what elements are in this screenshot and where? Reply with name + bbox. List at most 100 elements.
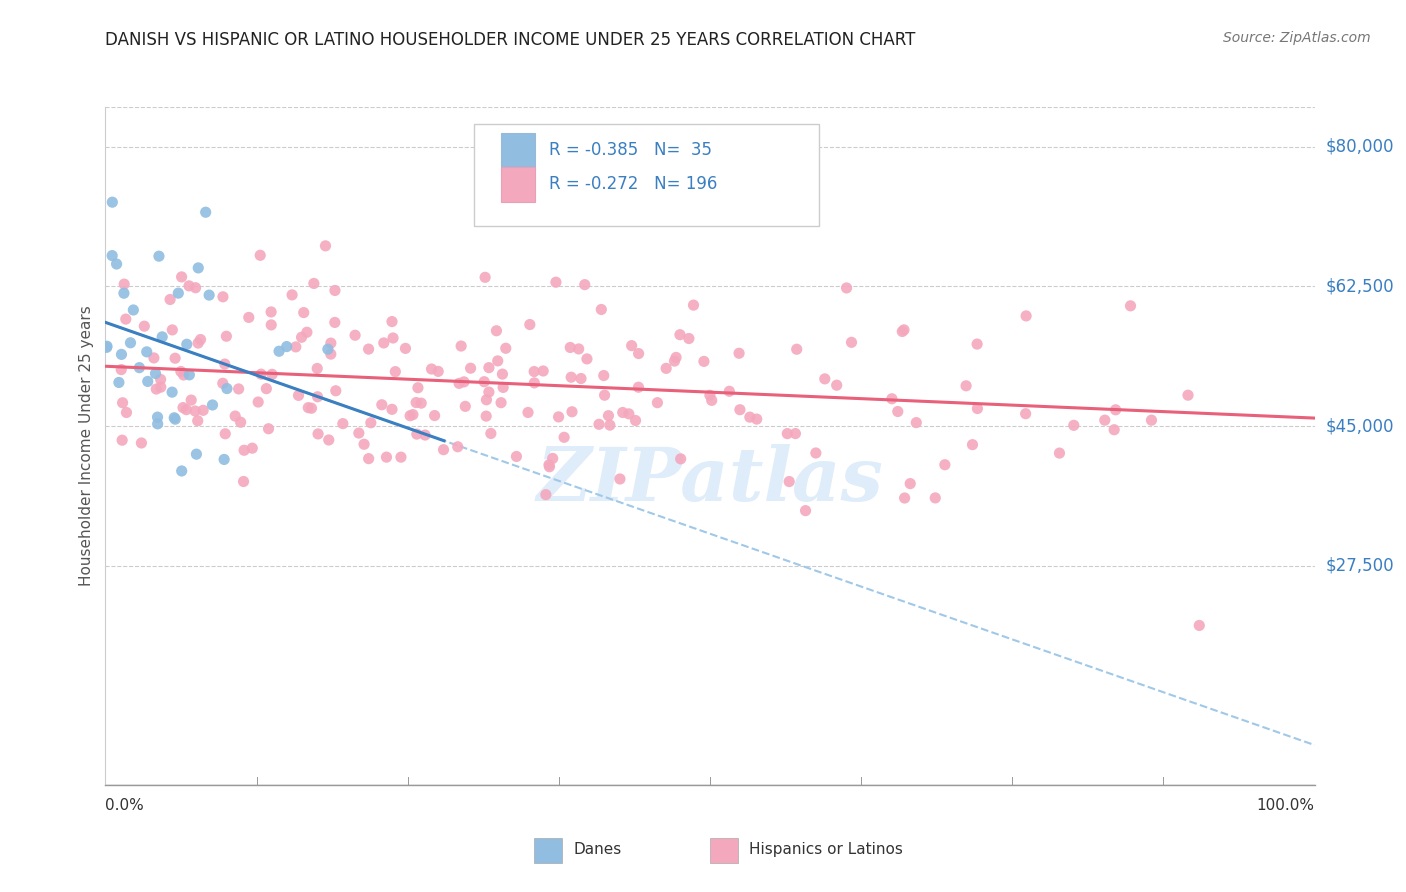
Point	[149, 372, 172, 386]
Point	[238, 310, 260, 325]
Point	[323, 284, 346, 298]
Point	[841, 335, 863, 350]
Point	[122, 302, 145, 317]
Point	[534, 488, 557, 502]
Point	[381, 402, 404, 417]
Point	[184, 281, 207, 295]
Point	[114, 312, 136, 326]
Text: Source: ZipAtlas.com: Source: ZipAtlas.com	[1223, 31, 1371, 45]
Point	[537, 458, 560, 472]
Point	[344, 328, 367, 343]
Point	[167, 286, 190, 301]
Point	[599, 418, 621, 433]
Point	[880, 392, 903, 406]
Point	[492, 380, 515, 394]
Point	[517, 405, 540, 419]
Point	[165, 351, 187, 366]
Point	[1140, 413, 1163, 427]
Point	[460, 361, 482, 376]
Point	[249, 248, 271, 262]
Point	[115, 405, 138, 419]
Point	[287, 388, 309, 402]
Point	[233, 443, 256, 458]
Point	[682, 298, 704, 312]
Point	[898, 476, 921, 491]
Point	[453, 375, 475, 389]
Point	[110, 347, 132, 361]
Point	[423, 409, 446, 423]
Point	[617, 407, 640, 421]
Point	[381, 315, 404, 329]
Point	[804, 446, 827, 460]
Point	[575, 351, 598, 366]
Point	[609, 472, 631, 486]
Point	[260, 318, 283, 332]
Point	[561, 405, 583, 419]
Text: Hispanics or Latinos: Hispanics or Latinos	[749, 842, 903, 856]
FancyBboxPatch shape	[474, 124, 818, 226]
Point	[669, 451, 692, 466]
Point	[1015, 309, 1038, 323]
Point	[176, 337, 198, 351]
Point	[194, 205, 217, 219]
Point	[669, 327, 692, 342]
Point	[250, 367, 273, 381]
Point	[323, 315, 346, 329]
Point	[111, 433, 134, 447]
Point	[284, 340, 307, 354]
Point	[186, 447, 208, 461]
Point	[491, 367, 513, 381]
Point	[170, 464, 193, 478]
Point	[776, 426, 799, 441]
Point	[384, 365, 406, 379]
Point	[962, 438, 984, 452]
Point	[472, 375, 495, 389]
Point	[214, 426, 236, 441]
Point	[292, 305, 315, 319]
Point	[538, 459, 561, 474]
Bar	[501, 133, 534, 168]
Point	[176, 402, 198, 417]
Point	[160, 385, 183, 400]
Point	[728, 346, 751, 360]
Point	[505, 450, 527, 464]
Point	[180, 393, 202, 408]
Point	[260, 305, 283, 319]
Point	[553, 430, 575, 444]
Point	[523, 365, 546, 379]
Point	[375, 450, 398, 464]
Point	[112, 286, 135, 301]
Point	[191, 403, 214, 417]
Point	[101, 249, 124, 263]
Point	[229, 415, 252, 429]
Point	[262, 368, 284, 382]
Point	[474, 270, 496, 285]
Point	[449, 376, 471, 391]
Point	[728, 402, 751, 417]
Point	[814, 372, 837, 386]
Point	[718, 384, 741, 399]
Point	[214, 357, 236, 371]
Point	[307, 361, 329, 376]
Text: $62,500: $62,500	[1326, 277, 1395, 295]
Point	[170, 364, 193, 378]
Point	[544, 275, 567, 289]
Point	[1014, 407, 1036, 421]
Point	[159, 293, 181, 307]
Point	[232, 475, 254, 489]
Point	[290, 330, 312, 344]
Point	[523, 376, 546, 390]
Point	[678, 331, 700, 345]
Point	[786, 343, 808, 357]
Point	[485, 324, 508, 338]
Text: ZIPatlas: ZIPatlas	[537, 443, 883, 516]
Text: $80,000: $80,000	[1326, 138, 1395, 156]
Text: $27,500: $27,500	[1326, 557, 1395, 574]
Point	[120, 335, 142, 350]
Y-axis label: Householder Income Under 25 years: Householder Income Under 25 years	[79, 306, 94, 586]
Point	[825, 378, 848, 392]
Point	[316, 342, 339, 356]
Point	[170, 269, 193, 284]
Text: DANISH VS HISPANIC OR LATINO HOUSEHOLDER INCOME UNDER 25 YEARS CORRELATION CHART: DANISH VS HISPANIC OR LATINO HOUSEHOLDER…	[105, 31, 915, 49]
Point	[794, 503, 817, 517]
